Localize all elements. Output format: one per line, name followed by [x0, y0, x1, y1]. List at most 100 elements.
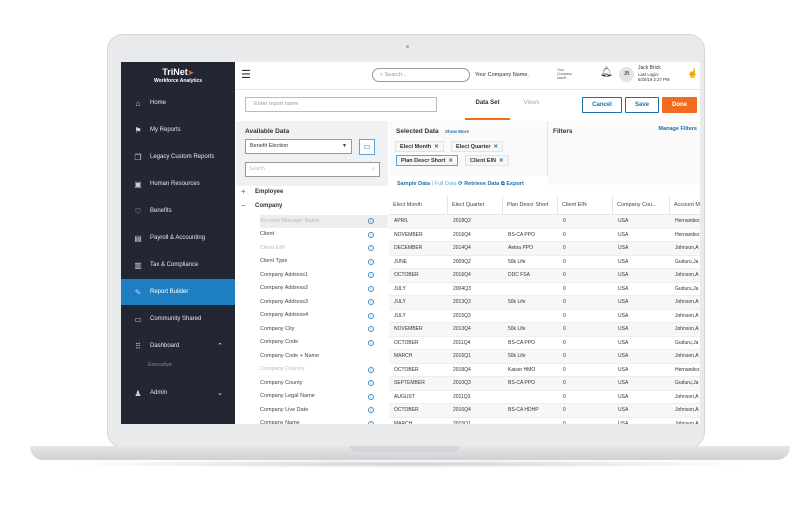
column-header[interactable]: Company Cou...	[613, 196, 670, 215]
table-row[interactable]: MARCH 2016Q1 50k Life 0 USA Johnson,A	[389, 350, 700, 364]
tree-item[interactable]: Company Code i	[260, 336, 388, 350]
info-icon[interactable]: i	[368, 326, 374, 332]
column-header[interactable]: Elect Quarter	[448, 196, 503, 215]
column-header[interactable]: Elect Month	[389, 196, 448, 215]
table-row[interactable]: JULY 2004Q3 0 USA Guduru,Ja	[389, 282, 700, 296]
column-header[interactable]: Account M	[670, 196, 700, 215]
data-source-select[interactable]: Benefit Election ▼	[245, 139, 352, 154]
table-row[interactable]: AUGUST 2011Q3 0 USA Johnson,A	[389, 390, 700, 404]
sidebar-item-tax-compliance[interactable]: ▥ Tax & Compliance	[121, 252, 235, 278]
tree-item[interactable]: Client EIN i	[260, 242, 388, 256]
remove-chip-icon[interactable]: ✕	[448, 158, 453, 164]
selected-chip[interactable]: Elect Month ✕	[395, 141, 444, 152]
tree-item[interactable]: Company Address4 i	[260, 309, 388, 323]
expand-toggle-icon[interactable]: +	[241, 187, 246, 196]
chevron-down-icon[interactable]: ⌄	[217, 390, 223, 397]
sidebar-item-my-reports[interactable]: ⚑ My Reports	[121, 117, 235, 143]
export-button[interactable]: Export	[506, 181, 524, 187]
table-row[interactable]: SEPTEMBER 2010Q3 BS-CA PPO 0 USA Guduru,Ja	[389, 377, 700, 391]
table-row[interactable]: JULY 2013Q3 50k Life 0 USA Johnson,A	[389, 296, 700, 310]
info-icon[interactable]: i	[368, 218, 374, 224]
tree-item[interactable]: Client i	[260, 228, 388, 242]
selected-chip[interactable]: Client EIN ✕	[465, 155, 509, 166]
tree-item[interactable]: Company Name i	[260, 417, 388, 424]
tree-item[interactable]: Client Type i	[260, 255, 388, 269]
info-icon[interactable]: i	[368, 245, 374, 251]
info-icon[interactable]: i	[368, 420, 374, 424]
hamburger-menu-icon[interactable]: ☰	[241, 69, 251, 81]
save-button[interactable]: Save	[625, 97, 659, 113]
table-cell: MARCH	[394, 420, 413, 425]
sidebar-subitem-executive[interactable]: Executive	[148, 362, 172, 368]
table-row[interactable]: NOVEMBER 2013Q4 50k Life 0 USA Johnson,A	[389, 323, 700, 337]
sidebar-item-payroll-accounting[interactable]: ▤ Payroll & Accounting	[121, 225, 235, 251]
table-row[interactable]: JUNE 2009Q2 50k Life 0 USA Guduru,Ja	[389, 255, 700, 269]
available-search-input[interactable]: Search ⌕	[245, 162, 380, 177]
table-row[interactable]: DECEMBER 2014Q4 Aetna PPO 0 USA Johnson,A	[389, 242, 700, 256]
report-name-input[interactable]: Enter report name	[245, 97, 437, 112]
info-icon[interactable]: i	[368, 407, 374, 413]
sidebar-item-admin[interactable]: ♟ Admin ⌄	[121, 380, 235, 406]
table-row[interactable]: JULY 2015Q3 0 USA Johnson,A	[389, 309, 700, 323]
tree-item[interactable]: Account Manager Name i	[260, 214, 388, 228]
column-header[interactable]: Plan Descr Short	[503, 196, 558, 215]
info-icon[interactable]: i	[368, 393, 374, 400]
sidebar-item-dashboard[interactable]: ⠿ Dashboard ⌃	[121, 333, 235, 359]
pointer-hand-icon[interactable]: ☝	[687, 68, 699, 78]
table-row[interactable]: OCTOBER 2016Q4 DDC FSA 0 USA Johnson,A	[389, 269, 700, 283]
info-icon[interactable]: i	[368, 258, 374, 265]
sidebar-item-legacy-custom-reports[interactable]: ❐ Legacy Custom Reports	[121, 144, 235, 170]
bell-icon[interactable]: 🔔︎	[600, 67, 613, 78]
tree-item[interactable]: Company Address2 i	[260, 282, 388, 296]
table-row[interactable]: NOVEMBER 2016Q4 BS-CA PPO 0 USA Hernandez	[389, 228, 700, 242]
tab-data-set[interactable]: Data Set	[475, 100, 500, 106]
selected-chip[interactable]: Elect Quarter ✕	[451, 141, 504, 152]
table-row[interactable]: MARCH 2015Q1 0 USA Johnson,A	[389, 417, 700, 425]
sidebar-item-human-resources[interactable]: ▣ Human Resources	[121, 171, 235, 197]
info-icon[interactable]: i	[368, 380, 374, 386]
tree-item[interactable]: Company Live Date i	[260, 404, 388, 418]
tree-item[interactable]: Company Country i	[260, 363, 388, 377]
global-search-input[interactable]: ⌕ Search...	[372, 68, 470, 82]
sidebar-item-home[interactable]: ⌂ Home	[121, 90, 235, 116]
tab-views[interactable]: Views	[523, 100, 540, 106]
tree-item[interactable]: Company Code + Name	[260, 350, 388, 364]
selected-chip[interactable]: Plan Descr Short ✕	[396, 155, 458, 166]
tree-group-company[interactable]: Company	[255, 203, 283, 209]
table-row[interactable]: OCTOBER 2016Q4 BS-CA HDHP 0 USA Johnson,A	[389, 404, 700, 418]
cancel-button[interactable]: Cancel	[582, 97, 622, 113]
info-icon[interactable]: i	[368, 339, 374, 346]
table-row[interactable]: OCTOBER 2011Q4 BS-CA PPO 0 USA Guduru,Ja	[389, 336, 700, 350]
tree-group-employee[interactable]: Employee	[255, 189, 284, 195]
remove-chip-icon[interactable]: ✕	[434, 144, 439, 150]
column-header[interactable]: Client EIN	[558, 196, 613, 215]
full-data-link[interactable]: Full Data	[434, 181, 457, 187]
tree-item[interactable]: Company City i	[260, 323, 388, 337]
info-icon[interactable]: i	[368, 285, 374, 292]
sidebar-item-benefits[interactable]: ♡ Benefits	[121, 198, 235, 224]
info-icon[interactable]: i	[368, 231, 374, 238]
sidebar-item-community-shared[interactable]: ▭ Community Shared	[121, 306, 235, 332]
table-row[interactable]: APRIL 2018Q2 0 USA Hernandez	[389, 215, 700, 229]
manage-filters-link[interactable]: Manage Filters	[658, 126, 697, 132]
folder-button[interactable]: ▭	[359, 139, 375, 155]
info-icon[interactable]: i	[368, 272, 374, 278]
show-more-link[interactable]: Show More	[445, 129, 470, 134]
done-button[interactable]: Done	[662, 97, 697, 113]
tree-item[interactable]: Company Address3 i	[260, 296, 388, 310]
table-row[interactable]: OCTOBER 2018Q4 Kaiser HMO 0 USA Hernandez	[389, 363, 700, 377]
remove-chip-icon[interactable]: ✕	[498, 158, 504, 164]
tree-item[interactable]: Company Address1 i	[260, 269, 388, 283]
sidebar-item-report-builder[interactable]: ✎ Report Builder	[121, 279, 235, 305]
avatar[interactable]: JB	[619, 67, 634, 82]
retrieve-data-button[interactable]: Retrieve Data	[464, 181, 500, 187]
info-icon[interactable]: i	[368, 299, 374, 305]
tree-item[interactable]: Company County i	[260, 377, 388, 391]
info-icon[interactable]: i	[368, 312, 374, 319]
remove-chip-icon[interactable]: ✕	[493, 144, 499, 150]
expand-toggle-icon[interactable]: −	[241, 201, 246, 210]
tree-item[interactable]: Company Legal Name i	[260, 390, 388, 404]
sample-data-link[interactable]: Sample Data	[397, 181, 431, 187]
info-icon[interactable]: i	[368, 366, 374, 373]
chevron-up-icon[interactable]: ⌃	[217, 343, 223, 350]
